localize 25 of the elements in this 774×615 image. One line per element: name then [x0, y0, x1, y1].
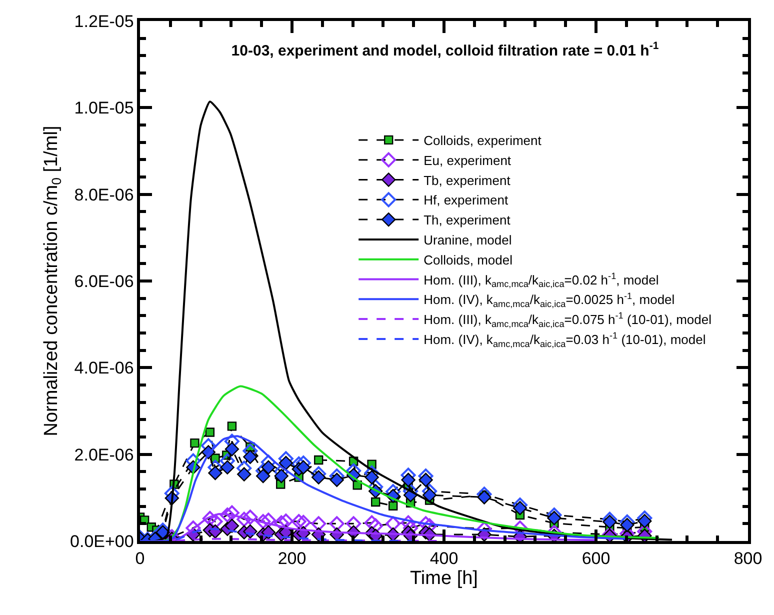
legend-label: Th, experiment	[424, 212, 511, 228]
text: 10-03, experiment and model, colloid filtration rate = 0.01 h$^{-1}$	[231, 40, 659, 60]
y-tick-label: 4.0E-06	[74, 358, 134, 378]
y-tick-label: 0.0E+00	[70, 532, 134, 551]
x-tick-label: 800	[734, 549, 762, 568]
x-tick-label: 200	[278, 549, 306, 568]
x-tick-label: 0	[135, 549, 145, 568]
y-tick-label: 6.0E-06	[74, 272, 134, 291]
legend-label: Colloids, model	[424, 252, 513, 268]
legend-label: Hf, experiment	[424, 192, 509, 208]
legend-label: Tb, experiment	[424, 172, 511, 188]
legend-label: Hom. (IV), k$_{amc,mca}$/k$_{aic,ica}$=0.0025 h$^{-1}$, model	[424, 290, 675, 309]
x-axis-title: Time [h]	[410, 568, 478, 590]
y-tick-label: 2.0E-06	[74, 445, 134, 464]
y-tick-label: 8.0E-06	[74, 185, 134, 204]
legend-label: Colloids, experiment	[424, 133, 542, 148]
legend-label: Uranine, model	[424, 232, 512, 248]
legend-label: Hom. (III), k$_{amc,mca}$/k$_{aic,ica}$=0.02 h$^{-1}$, model	[424, 270, 659, 290]
x-tick-label: 400	[430, 549, 458, 568]
x-tick-label: 600	[582, 549, 610, 568]
legend-label: Hom. (IV), k$_{amc,mca}$/k$_{aic,ica}$=0.03 h$^{-1}$ (10-01), model	[424, 330, 706, 349]
y-tick-label: 1.0E-05	[74, 98, 134, 118]
legend-label: Hom. (III), k$_{amc,mca}$/k$_{aic,ica}$=0.075 h$^{-1}$ (10-01), model	[424, 310, 712, 329]
y-tick-label: 1.2E-05	[74, 12, 134, 31]
legend-label: Eu, experiment	[424, 152, 512, 168]
